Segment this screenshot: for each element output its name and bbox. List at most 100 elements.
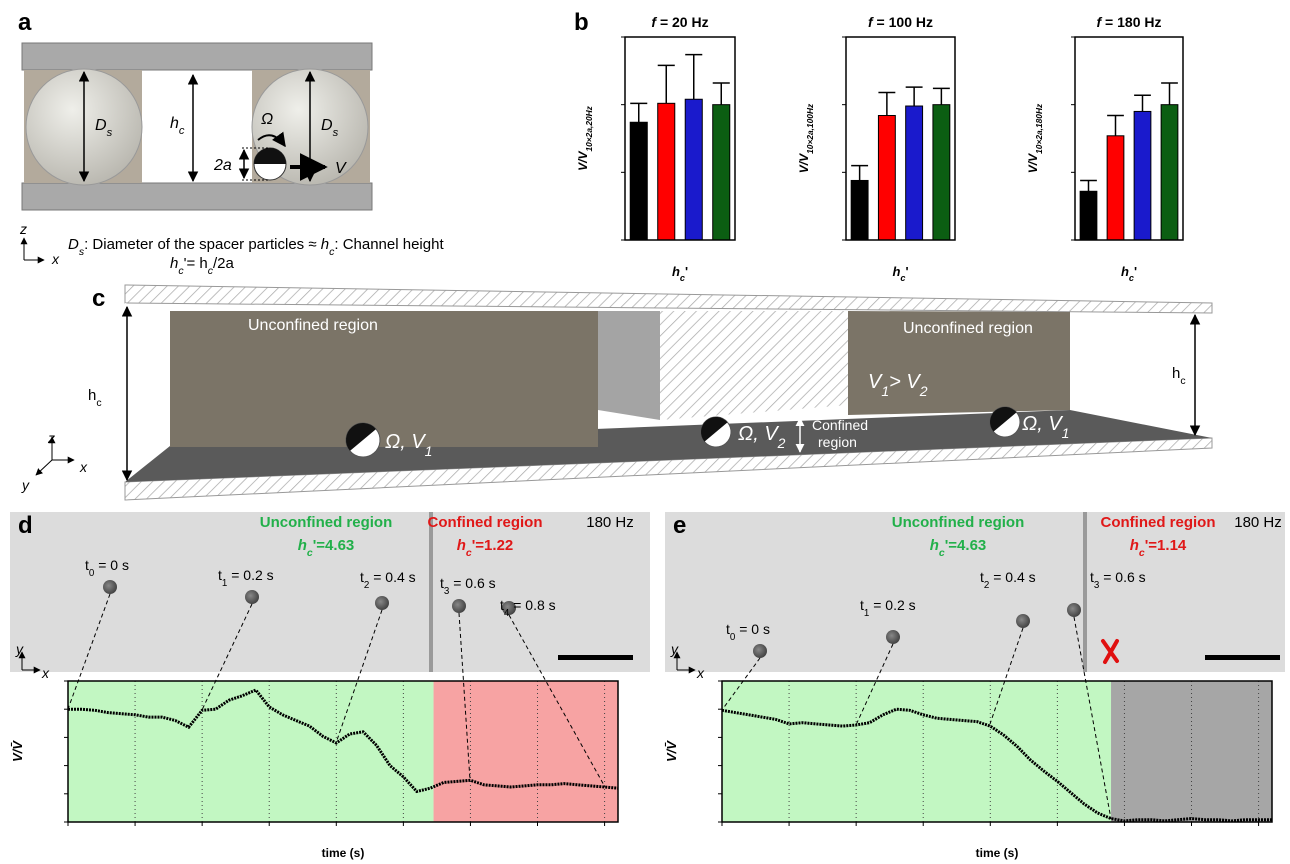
text-part: 1 <box>1062 425 1070 441</box>
hc-label: hc <box>88 387 102 409</box>
text-part: h <box>1130 537 1139 554</box>
bar <box>658 103 675 240</box>
y-axis-label: V/V10×2a,20Hz <box>576 105 594 171</box>
text-part: = 0 s <box>735 621 770 637</box>
text-part: 10×2a,180Hz <box>1034 103 1044 154</box>
text-part: /2a <box>213 255 235 272</box>
text-part: D <box>95 117 107 134</box>
text-part: 2 <box>777 435 786 451</box>
hc-label: hc <box>1172 365 1186 387</box>
region-label: Unconfined region <box>903 320 1033 337</box>
bar <box>1080 191 1097 240</box>
text-part: c <box>1180 375 1185 387</box>
text-part: = 0.4 s <box>989 569 1035 585</box>
text-part: c <box>96 397 101 409</box>
text-part: D <box>68 236 79 253</box>
region-label: region <box>818 434 857 450</box>
bar <box>878 115 895 240</box>
text-part: ' <box>1134 264 1137 279</box>
region-label: Unconfined region <box>892 514 1025 531</box>
text-part: : Channel height <box>334 236 444 253</box>
text-part: = 100 Hz <box>873 14 933 30</box>
text-part: '=1.22 <box>472 537 514 554</box>
axis-label: x <box>51 251 60 267</box>
text-part: ' <box>685 264 688 279</box>
frequency-label: 180 Hz <box>586 514 634 531</box>
region <box>68 681 434 822</box>
text-part: h <box>321 236 329 253</box>
text-part: h <box>170 255 178 272</box>
figure: abcdeDsDshcΩ2aVzxDs: Diameter of the spa… <box>0 0 1290 864</box>
text-part: '=4.63 <box>313 537 355 554</box>
chart-title: f = 20 Hz <box>651 14 708 30</box>
region <box>434 681 618 822</box>
gap-label: hc <box>170 115 185 137</box>
text-part: D <box>321 117 333 134</box>
text-part: h <box>457 537 466 554</box>
velocity-label: V <box>335 160 347 177</box>
text-part: '=1.14 <box>1145 537 1187 554</box>
text-part: h <box>170 115 179 132</box>
text-part: h <box>88 387 96 404</box>
region-label: Confined region <box>1101 514 1216 531</box>
text-part: ' <box>905 264 908 279</box>
panel-c-drawing <box>36 285 1212 500</box>
frequency-label: 180 Hz <box>1234 514 1282 531</box>
bar <box>933 105 950 240</box>
caption: hc'= hc/2a <box>170 255 235 277</box>
bar <box>713 105 730 240</box>
text-part: = 0.6 s <box>1099 569 1145 585</box>
region-label: Unconfined region <box>248 317 378 334</box>
panel-label: c <box>92 285 105 312</box>
bar <box>1134 111 1151 240</box>
axis-label: z <box>47 430 55 446</box>
text-part: V/V <box>797 153 811 173</box>
region-label: Confined region <box>428 514 543 531</box>
axis-label: x <box>79 459 88 475</box>
bar <box>1161 105 1178 240</box>
text-part: Ω, V <box>738 423 779 445</box>
text-part: V/V <box>576 151 590 171</box>
bar <box>851 180 868 240</box>
text-part: h <box>1172 365 1180 382</box>
panel-label: b <box>574 9 589 36</box>
text-part: '=4.63 <box>945 537 987 554</box>
y-axis-label: V/V̄ <box>10 740 25 762</box>
bar <box>685 99 702 240</box>
axis-label: y <box>15 641 24 657</box>
panel-a-drawing <box>22 43 372 260</box>
panel-label: d <box>18 512 33 539</box>
text-part: = 180 Hz <box>1101 14 1161 30</box>
text-part: = 0.4 s <box>369 569 415 585</box>
text-part: h <box>892 264 900 279</box>
text-part: = h <box>186 255 207 272</box>
panel-label: a <box>18 9 32 36</box>
axis-label: x <box>41 665 50 681</box>
x-axis-label: hc' <box>672 264 688 283</box>
text-part: h <box>672 264 680 279</box>
text-part: = 0.2 s <box>869 597 915 613</box>
text-part: Ω, V <box>1022 413 1063 435</box>
text-part: > V <box>889 371 921 393</box>
panel-label: e <box>673 512 686 539</box>
axis-label: y <box>21 477 30 493</box>
text-part: = 0 s <box>94 557 129 573</box>
text-part: = 20 Hz <box>656 14 709 30</box>
diameter-label: 2a <box>213 157 232 174</box>
text-part: s <box>333 127 339 139</box>
micrographs <box>10 512 1285 672</box>
x-axis-label: hc' <box>892 264 908 283</box>
text-part: = 0.8 s <box>509 597 555 613</box>
text-part: = 0.2 s <box>227 567 273 583</box>
chart-title: f = 100 Hz <box>868 14 933 30</box>
text-part: Ω, V <box>385 431 426 453</box>
region-label: Confined <box>812 417 868 433</box>
text-part: h <box>298 537 307 554</box>
x-axis-label: time (s) <box>322 846 365 860</box>
text-part: 1 <box>425 443 433 459</box>
x-axis-label: hc' <box>1121 264 1137 283</box>
text-part: V/V <box>1026 153 1040 173</box>
text-part: 10×2a,100Hz <box>805 103 815 154</box>
text-part: s <box>107 127 113 139</box>
bar <box>906 106 923 240</box>
